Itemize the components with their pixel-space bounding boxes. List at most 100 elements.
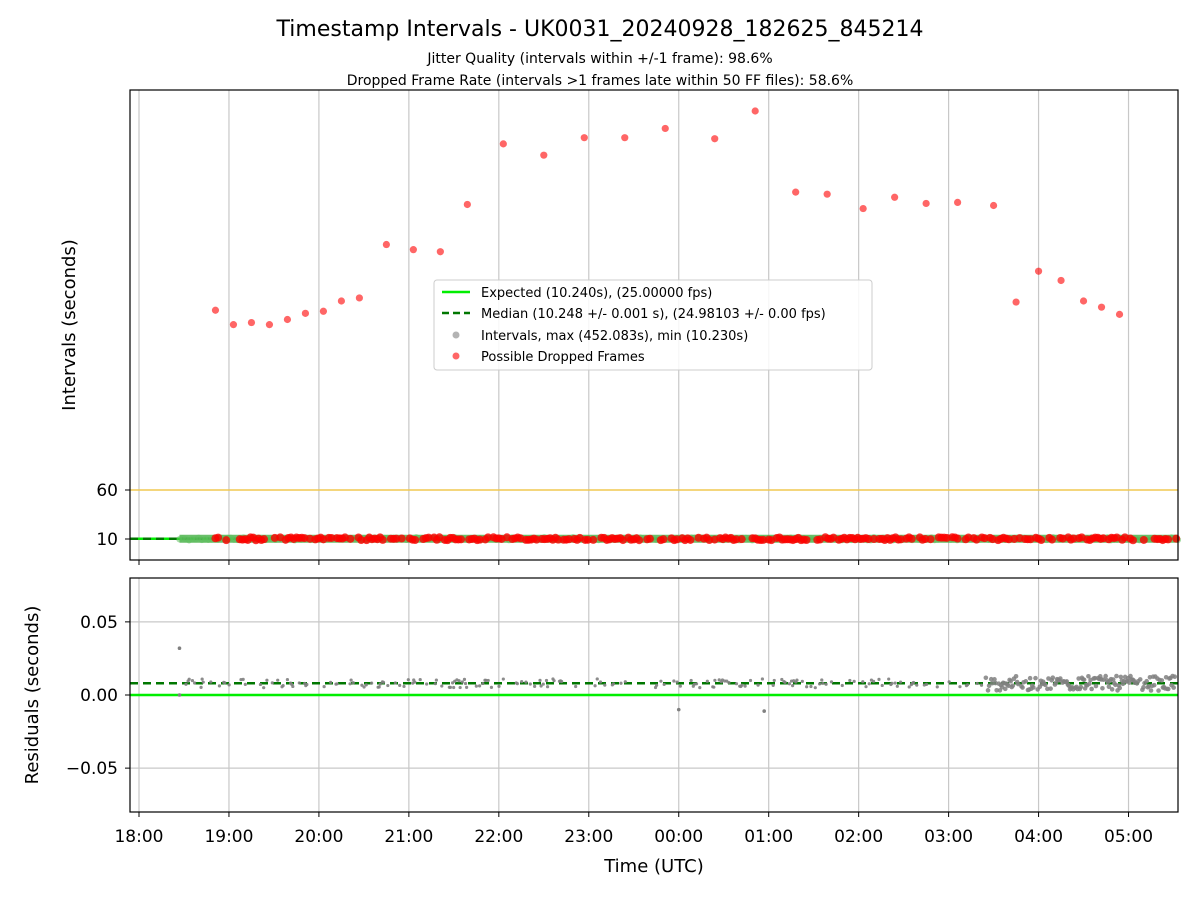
residual-point bbox=[201, 680, 205, 684]
residual-point bbox=[907, 685, 911, 689]
dropped-frame-point bbox=[661, 124, 669, 133]
residual-point bbox=[595, 677, 599, 681]
residual-point bbox=[418, 677, 422, 682]
residual-point bbox=[457, 679, 461, 683]
residual-point bbox=[544, 678, 549, 683]
residual-point bbox=[994, 687, 999, 693]
residual-point bbox=[533, 684, 537, 688]
residual-point bbox=[623, 680, 627, 684]
bottom-ytick-label: 0.00 bbox=[80, 686, 118, 706]
chart-title: Timestamp Intervals - UK0031_20240928_18… bbox=[276, 17, 924, 42]
residual-point bbox=[598, 680, 603, 684]
residual-outlier-point bbox=[177, 646, 182, 650]
x-tick-label: 21:00 bbox=[384, 827, 433, 847]
residual-point bbox=[1020, 685, 1025, 690]
residual-point bbox=[474, 684, 478, 688]
dropped-frame-point-low bbox=[260, 535, 269, 544]
residual-point bbox=[1110, 677, 1116, 682]
bottom-x-ticks: 18:00 19:00 20:00 21:00 22:00 23:00 00:00 01:00… bbox=[114, 812, 1153, 847]
residual-point bbox=[377, 685, 381, 689]
residual-point bbox=[227, 683, 231, 687]
residual-point bbox=[791, 684, 795, 688]
bottom-ytick-label: 0.05 bbox=[80, 613, 118, 633]
top-plot-frame bbox=[129, 89, 1179, 561]
residual-point bbox=[406, 678, 410, 682]
residual-point bbox=[1093, 683, 1099, 689]
dropped-frame-point-low bbox=[397, 534, 406, 543]
residual-point bbox=[276, 678, 280, 682]
residual-point bbox=[241, 677, 245, 681]
residual-point bbox=[1109, 687, 1115, 692]
residual-point bbox=[992, 677, 997, 682]
residual-point bbox=[497, 684, 501, 688]
x-tick-label: 00:00 bbox=[654, 827, 703, 847]
dropped-frame-point bbox=[436, 248, 444, 256]
top-marks bbox=[176, 107, 1182, 545]
residual-point bbox=[986, 683, 992, 689]
residual-point bbox=[258, 682, 263, 687]
residual-point bbox=[209, 680, 213, 684]
dropped-frame-point bbox=[621, 134, 629, 142]
dropped-frame-point bbox=[922, 199, 930, 208]
dropped-frame-point bbox=[1012, 298, 1020, 306]
residual-point bbox=[1002, 686, 1008, 692]
residual-point bbox=[190, 678, 195, 683]
residual-point bbox=[924, 682, 929, 686]
residual-point bbox=[975, 681, 979, 686]
residual-point bbox=[515, 682, 519, 686]
dropped-frame-point-low bbox=[1172, 534, 1181, 543]
residual-outlier-point bbox=[177, 693, 182, 697]
residual-point bbox=[1117, 685, 1123, 691]
bottom-ytick-label: −0.05 bbox=[66, 759, 118, 779]
dropped-frame-point-low bbox=[1129, 536, 1138, 545]
x-tick-label: 02:00 bbox=[834, 827, 883, 847]
residual-point bbox=[877, 677, 881, 681]
x-tick-label: 05:00 bbox=[1104, 827, 1153, 847]
dropped-frame-point-low bbox=[907, 534, 916, 543]
residual-point bbox=[1010, 683, 1016, 688]
residual-point bbox=[1171, 685, 1176, 690]
residual-point bbox=[593, 684, 597, 688]
residual-point bbox=[727, 680, 731, 685]
residual-point bbox=[545, 685, 550, 689]
residual-point bbox=[217, 684, 222, 688]
x-tick-label: 01:00 bbox=[744, 827, 793, 847]
legend-expected-label: Expected (10.240s), (25.00000 fps) bbox=[481, 286, 712, 301]
residual-point bbox=[448, 685, 453, 689]
dropped-frame-point-low bbox=[737, 535, 746, 544]
residual-point bbox=[809, 684, 813, 689]
legend-median-label: Median (10.248 +/- 0.001 s), (24.98103 +… bbox=[481, 307, 826, 322]
residual-point bbox=[552, 679, 556, 683]
dropped-frame-point-low bbox=[378, 535, 387, 544]
residual-point bbox=[805, 685, 809, 689]
dropped-frame-point-low bbox=[659, 535, 668, 544]
residual-point bbox=[413, 680, 417, 684]
residual-point bbox=[1114, 673, 1119, 679]
residual-point bbox=[1042, 682, 1048, 688]
residual-point bbox=[364, 683, 368, 687]
residual-point bbox=[463, 681, 468, 686]
residual-point bbox=[1141, 685, 1146, 690]
residual-point bbox=[433, 682, 437, 686]
residual-point bbox=[262, 686, 266, 690]
dropped-frame-point-low bbox=[635, 536, 644, 545]
residual-point bbox=[783, 680, 787, 685]
x-tick-label: 03:00 bbox=[924, 827, 973, 847]
residual-point bbox=[1159, 678, 1165, 683]
residual-point bbox=[898, 680, 903, 684]
residual-point bbox=[655, 683, 659, 687]
residual-point bbox=[305, 682, 309, 687]
dropped-frame-point bbox=[792, 188, 800, 196]
residual-point bbox=[291, 684, 295, 689]
residual-point bbox=[1048, 686, 1053, 691]
residual-point bbox=[1015, 681, 1021, 687]
x-tick-label: 20:00 bbox=[294, 827, 343, 847]
dropped-frame-point-low bbox=[1164, 535, 1173, 544]
dropped-frame-point bbox=[711, 135, 719, 143]
dropped-frame-point bbox=[954, 198, 962, 207]
residual-point bbox=[813, 686, 817, 690]
residual-point bbox=[748, 678, 753, 683]
residual-point bbox=[780, 677, 784, 682]
residual-point bbox=[1027, 675, 1033, 681]
